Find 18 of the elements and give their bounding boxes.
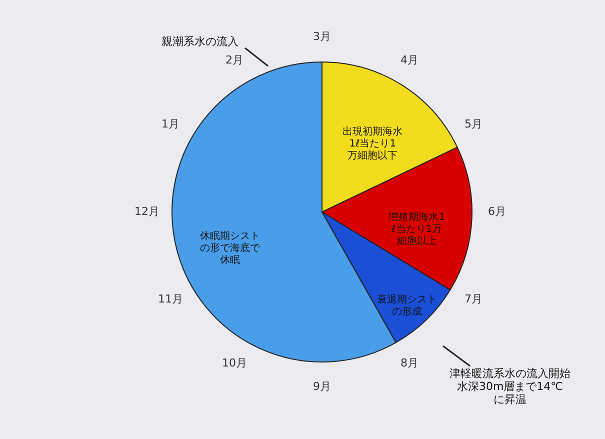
text: 5月 <box>464 118 483 130</box>
text: 8月 <box>400 356 418 370</box>
slice-label: 出現初期海水1ℓ当たり1万細胞以下 <box>342 126 403 162</box>
text: 6月 <box>488 205 506 218</box>
text: 10月 <box>222 356 247 370</box>
text: 親潮系水の流入 <box>162 35 238 48</box>
text: 1月 <box>161 118 180 130</box>
text: 11月 <box>158 292 183 306</box>
slice-label: 休眠期シストの形で海底で休眠 <box>200 230 262 266</box>
text: 4月 <box>400 53 418 66</box>
slice-label: 衰退期シストの形成 <box>376 294 437 318</box>
text: 津軽暖流系水の流入開始水深30m層まで14℃に昇温 <box>450 367 570 406</box>
text: 12月 <box>134 205 160 218</box>
text: 2月 <box>226 53 244 66</box>
slice-label: 増殖期海水1ℓ当たり1万細胞以上 <box>388 210 446 247</box>
text: 9月 <box>313 380 331 393</box>
text: 7月 <box>464 292 483 306</box>
text: 3月 <box>313 30 331 43</box>
